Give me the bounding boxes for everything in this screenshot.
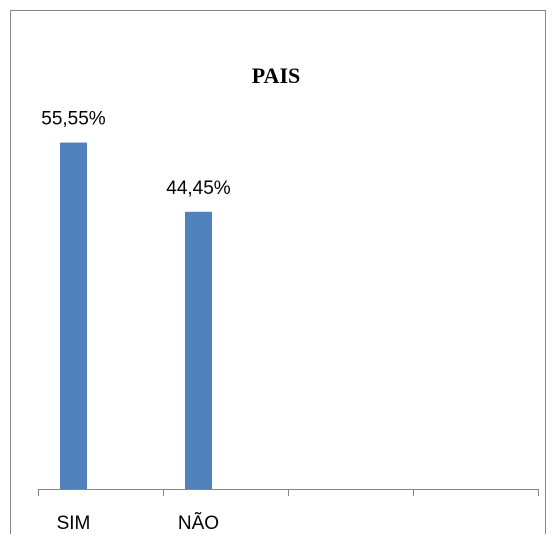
bars-layer: [60, 142, 212, 489]
bar-1: [60, 142, 87, 489]
x-axis: SIM NÃO: [38, 489, 539, 534]
bar-2: [185, 211, 212, 489]
data-labels-layer: 55,55% 44,45%: [41, 109, 231, 199]
x-tick-label-2: NÃO: [178, 512, 219, 534]
chart-title: PAIS: [252, 63, 301, 88]
chart-border: [10, 10, 546, 536]
data-label-2: 44,45%: [166, 178, 231, 199]
data-label-1: 55,55%: [41, 109, 106, 130]
x-tick-label-1: SIM: [57, 513, 91, 534]
